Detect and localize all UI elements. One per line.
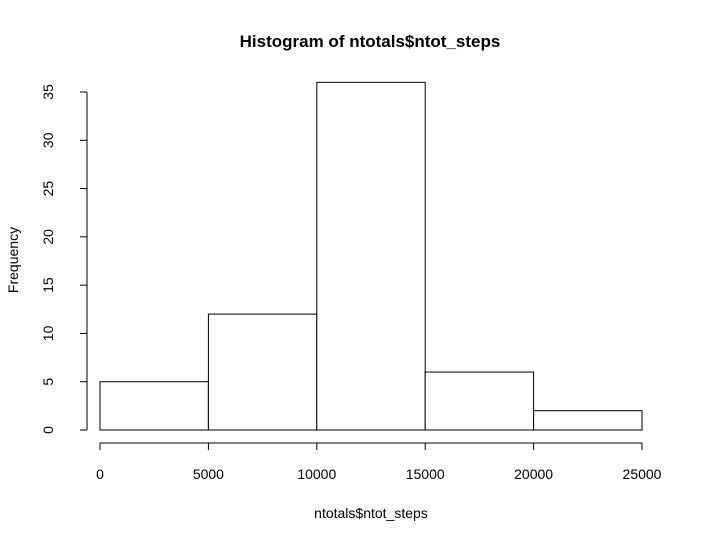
y-tick-label-0: 0: [40, 426, 56, 434]
histogram-bar-1: [207, 313, 318, 431]
y-axis-label: Frequency: [5, 227, 21, 293]
x-tick-label-0: 0: [96, 466, 104, 482]
x-tick-label-3: 15000: [406, 466, 445, 482]
x-axis: 0 5000 10000 15000 20000 25000: [96, 442, 662, 482]
x-axis-label: ntotals$ntot_steps: [314, 505, 428, 521]
y-tick-label-6: 30: [40, 132, 56, 148]
chart-title: Histogram of ntotals$ntot_steps: [240, 32, 501, 51]
y-axis: 0 5 10 15 20 25 30 35: [40, 84, 88, 434]
histogram-bar-0: [99, 381, 209, 431]
y-tick-label-2: 10: [40, 325, 56, 341]
y-tick-label-5: 25: [40, 181, 56, 197]
x-tick-label-1: 5000: [193, 466, 224, 482]
y-tick-label-3: 15: [40, 277, 56, 293]
x-tick-label-5: 25000: [623, 466, 662, 482]
y-tick-label-4: 20: [40, 229, 56, 245]
x-tick-label-4: 20000: [514, 466, 553, 482]
x-tick-label-2: 10000: [297, 466, 336, 482]
histogram-bar-3: [424, 371, 535, 431]
y-tick-label-7: 35: [40, 84, 56, 100]
histogram-bar-4: [533, 410, 643, 431]
y-tick-label-1: 5: [40, 378, 56, 386]
histogram-bar-2: [316, 81, 426, 431]
bars-group: [99, 81, 643, 431]
